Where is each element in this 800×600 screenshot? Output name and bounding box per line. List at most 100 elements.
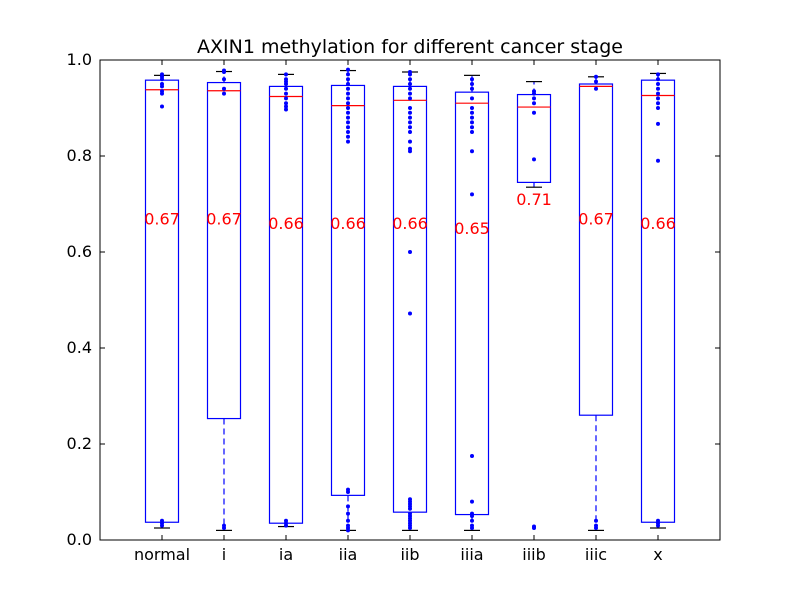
outlier-point (346, 134, 350, 139)
outlier-point (346, 504, 350, 509)
box-rect (578, 83, 614, 416)
outlier-point (284, 86, 288, 91)
outlier-point (408, 130, 412, 134)
outlier-point (222, 91, 226, 96)
outlier-point (470, 499, 474, 504)
outlier-point (408, 120, 412, 125)
outlier-point (470, 130, 474, 134)
mean-label: 0.66 (268, 214, 304, 233)
x-tick-label: iiic (585, 545, 607, 564)
outlier-point (532, 89, 536, 94)
mean-label: 0.67 (206, 209, 242, 228)
outlier-point (470, 526, 474, 530)
mean-label: 0.66 (330, 214, 366, 233)
y-tick-label: 0.4 (67, 338, 92, 357)
box-ia: 0.66 (268, 72, 304, 528)
outlier-point (656, 101, 660, 106)
outlier-point (470, 192, 474, 197)
y-tick-label: 0.6 (67, 242, 92, 261)
outlier-point (470, 120, 474, 125)
outlier-point (408, 311, 412, 316)
outlier-point (284, 72, 288, 77)
outlier-point (656, 86, 660, 91)
outlier-point (470, 96, 474, 101)
outlier-point (222, 86, 226, 91)
chart-title: AXIN1 methylation for different cancer s… (197, 36, 623, 58)
y-tick-label: 1.0 (67, 50, 92, 69)
outlier-point (408, 70, 412, 74)
box-iiia: 0.65 (454, 74, 490, 532)
outlier-point (284, 518, 288, 523)
outlier-point (284, 96, 288, 101)
outlier-point (346, 139, 350, 144)
box-iib: 0.66 (392, 70, 428, 532)
outlier-point (656, 121, 660, 126)
mean-label: 0.67 (144, 209, 180, 228)
outlier-point (346, 110, 350, 115)
outlier-point (408, 96, 412, 101)
outlier-point (346, 120, 350, 125)
outlier-point (470, 514, 474, 518)
outlier-point (470, 77, 474, 82)
box-rect (206, 81, 242, 420)
outlier-point (408, 82, 412, 86)
box-iia: 0.66 (330, 67, 366, 533)
mean-label: 0.65 (454, 219, 490, 238)
outlier-point (656, 518, 660, 523)
outlier-point (346, 86, 350, 91)
y-tick-label: 0.8 (67, 146, 92, 165)
box-iiic: 0.67 (578, 74, 614, 532)
outlier-point (594, 518, 598, 523)
outlier-point (160, 518, 164, 523)
y-tick-label: 0.2 (67, 434, 92, 453)
x-tick-label: x (653, 545, 662, 564)
outlier-point (656, 96, 660, 101)
outlier-point (346, 67, 350, 72)
outlier-point (222, 68, 226, 73)
outlier-point (160, 82, 164, 86)
outlier-point (656, 106, 660, 110)
x-tick-label: i (222, 545, 226, 564)
x-tick-label: iia (339, 545, 358, 564)
outlier-point (470, 115, 474, 120)
outlier-point (346, 511, 350, 516)
outlier-point (222, 523, 226, 528)
outlier-point (346, 96, 350, 101)
outlier-point (532, 101, 536, 106)
outlier-point (532, 96, 536, 101)
outlier-point (470, 82, 474, 86)
outlier-point (408, 250, 412, 254)
outlier-point (284, 101, 288, 106)
outlier-point (346, 115, 350, 120)
outlier-point (346, 72, 350, 77)
outlier-point (160, 89, 164, 94)
outlier-point (408, 506, 412, 511)
outlier-point (408, 110, 412, 115)
plot-area: 0.67 0.67 0.66 0.66 0.66 0.65 0.71 0.67 0.66 (144, 67, 676, 533)
outlier-point (470, 106, 474, 110)
outlier-point (160, 72, 164, 77)
outlier-point (594, 523, 598, 528)
outlier-point (160, 104, 164, 109)
outlier-point (408, 106, 412, 110)
outlier-point (470, 86, 474, 91)
outlier-point (408, 125, 412, 130)
outlier-point (408, 115, 412, 120)
outlier-point (346, 101, 350, 106)
outlier-point (470, 125, 474, 130)
x-tick-label: iib (400, 545, 419, 564)
outlier-point (408, 91, 412, 96)
outlier-point (656, 158, 660, 163)
outlier-point (346, 528, 350, 533)
outlier-point (594, 86, 598, 91)
outlier-point (470, 454, 474, 458)
outlier-point (408, 86, 412, 91)
outlier-point (222, 77, 226, 82)
outlier-point (594, 74, 598, 79)
outlier-point (284, 107, 288, 112)
outlier-point (408, 77, 412, 82)
outlier-point (346, 91, 350, 96)
outlier-point (408, 526, 412, 530)
